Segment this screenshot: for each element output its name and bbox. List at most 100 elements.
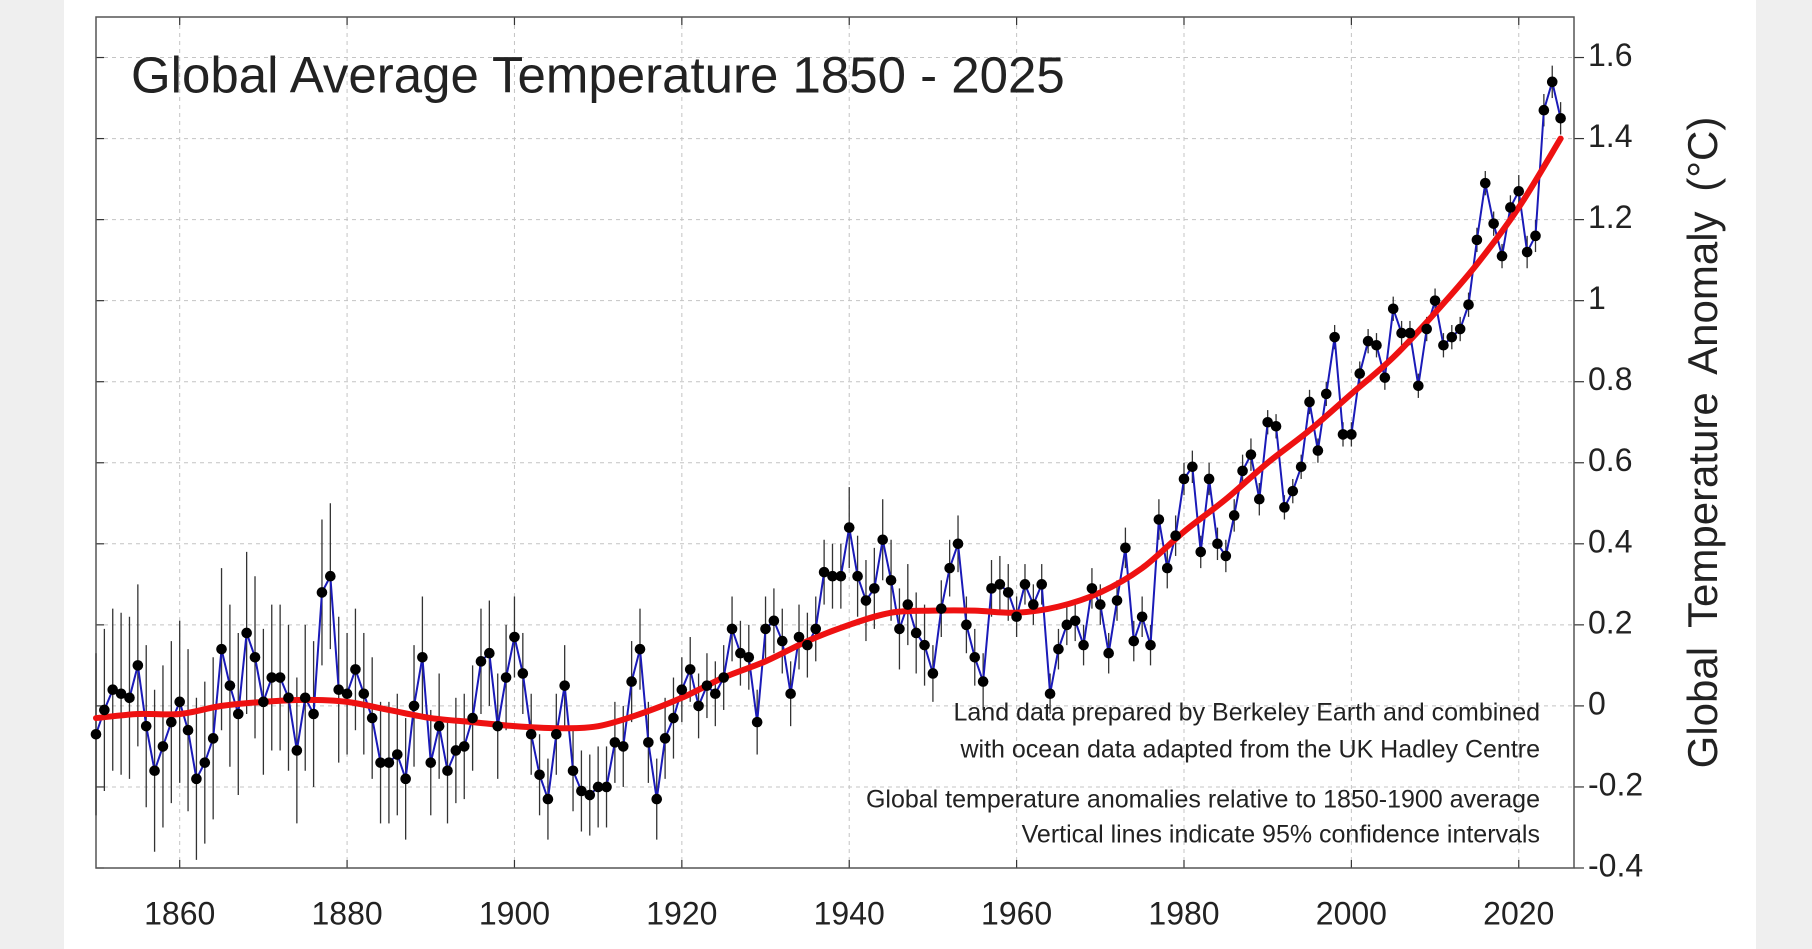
data-point xyxy=(1170,530,1181,542)
data-point xyxy=(1429,295,1441,306)
data-point xyxy=(1161,562,1173,574)
data-point xyxy=(1488,218,1499,229)
data-point xyxy=(1212,538,1223,550)
data-point xyxy=(442,765,453,777)
data-point xyxy=(1479,177,1491,189)
data-point xyxy=(1203,473,1215,485)
data-point xyxy=(1304,396,1315,408)
data-point xyxy=(659,733,671,744)
data-point xyxy=(224,680,236,691)
data-point xyxy=(1187,461,1198,473)
data-point xyxy=(1471,234,1483,246)
data-point xyxy=(425,757,437,768)
data-point xyxy=(551,728,562,740)
data-point xyxy=(1061,619,1073,631)
data-point xyxy=(1228,510,1240,521)
data-point xyxy=(266,672,278,683)
data-point xyxy=(1396,327,1407,339)
data-point xyxy=(149,765,160,777)
x-tick-label: 1900 xyxy=(479,895,550,931)
y-tick-label: 0.6 xyxy=(1588,442,1632,478)
y-tick-label: 0.2 xyxy=(1588,604,1632,640)
x-tick-label: 2000 xyxy=(1316,895,1387,931)
data-point xyxy=(140,720,152,732)
data-point xyxy=(241,627,252,639)
data-point xyxy=(115,688,127,700)
data-point xyxy=(1254,493,1265,505)
data-point xyxy=(509,631,520,643)
data-point xyxy=(1287,485,1299,497)
data-point xyxy=(366,712,378,724)
data-point xyxy=(492,720,504,732)
data-point xyxy=(232,708,244,720)
data-point xyxy=(785,688,796,700)
data-point xyxy=(1496,250,1508,262)
data-point xyxy=(643,737,654,748)
data-point xyxy=(1195,546,1207,558)
data-point xyxy=(542,793,554,805)
data-point xyxy=(793,631,805,643)
data-point xyxy=(1011,611,1022,623)
data-point xyxy=(166,716,177,728)
y-axis-label: Global Temperature Anomaly (°C) xyxy=(1679,117,1726,769)
data-point xyxy=(1354,368,1366,379)
data-point xyxy=(1086,583,1098,594)
data-point xyxy=(852,570,863,582)
data-point xyxy=(617,741,629,752)
data-point xyxy=(894,623,905,635)
data-point xyxy=(1002,587,1014,598)
x-tick-label: 1960 xyxy=(981,895,1052,931)
data-point xyxy=(1320,388,1332,400)
data-point xyxy=(1463,299,1474,311)
data-point xyxy=(1270,420,1282,432)
x-tick-label: 1980 xyxy=(1148,895,1219,931)
data-point xyxy=(258,696,269,708)
data-point xyxy=(919,639,930,651)
data-point xyxy=(952,538,964,550)
data-point xyxy=(400,773,411,785)
y-tick-label: 1.4 xyxy=(1588,118,1632,154)
data-point xyxy=(668,712,679,724)
data-point xyxy=(157,741,169,752)
data-point xyxy=(525,728,537,740)
data-point xyxy=(1538,104,1550,116)
annotation: Land data prepared by Berkeley Earth and… xyxy=(954,699,1541,727)
data-point xyxy=(191,773,202,785)
data-point xyxy=(802,639,813,651)
data-point xyxy=(592,781,604,793)
data-point xyxy=(174,696,185,708)
y-tick-label: 0.8 xyxy=(1588,361,1632,397)
data-point xyxy=(1421,323,1433,335)
data-point xyxy=(1044,688,1056,700)
data-point xyxy=(1329,331,1340,343)
data-point xyxy=(417,651,428,663)
data-point xyxy=(1295,461,1307,473)
data-point xyxy=(676,684,688,695)
data-point xyxy=(182,724,194,736)
x-tick-label: 1880 xyxy=(311,895,382,931)
data-point xyxy=(1546,76,1558,88)
data-point xyxy=(249,651,261,663)
data-point xyxy=(433,720,445,732)
data-point xyxy=(626,676,637,687)
data-point xyxy=(776,635,788,647)
data-point xyxy=(1505,202,1516,213)
plot-layer: 1860 1880 1900 1920 1940 1960 1980 2000 2020 -0.4… xyxy=(90,16,1726,931)
data-point xyxy=(283,692,294,704)
data-point xyxy=(1069,615,1081,627)
data-point xyxy=(1337,429,1349,440)
data-point xyxy=(935,603,947,614)
data-point xyxy=(333,684,345,695)
data-point xyxy=(726,623,738,635)
data-point xyxy=(1379,372,1391,383)
data-point xyxy=(299,692,311,704)
data-point xyxy=(576,785,587,797)
data-point xyxy=(927,668,939,679)
data-point xyxy=(869,583,880,594)
data-point xyxy=(107,684,119,695)
data-point xyxy=(90,728,102,740)
data-point xyxy=(1120,542,1131,554)
annotation: Vertical lines indicate 95% confidence i… xyxy=(1022,821,1540,849)
data-point xyxy=(99,704,110,716)
data-point xyxy=(768,615,780,627)
